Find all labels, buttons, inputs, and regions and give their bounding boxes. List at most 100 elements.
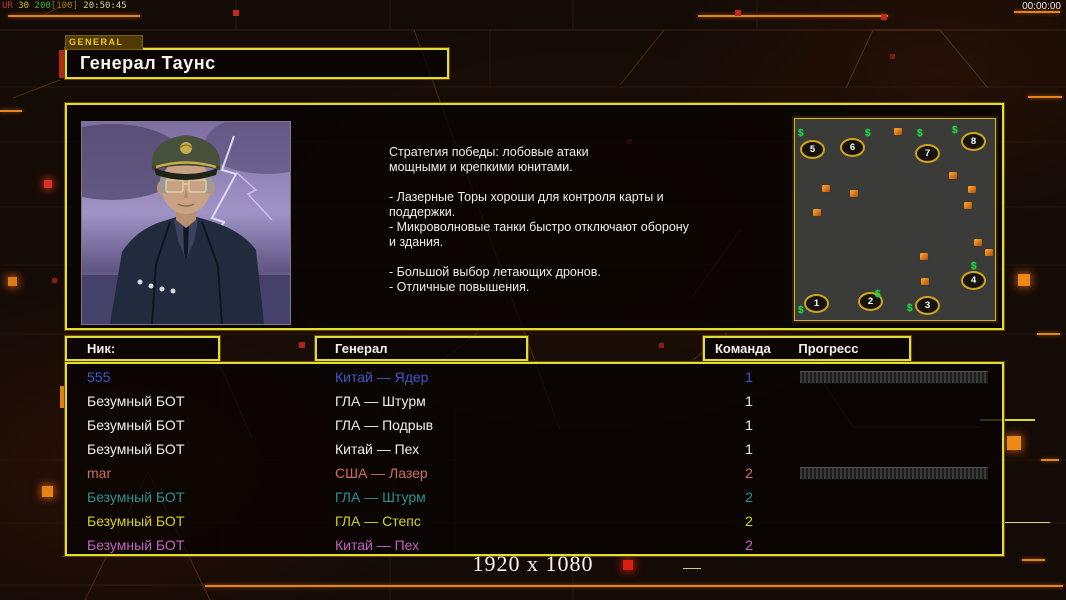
player-progress-bar bbox=[800, 467, 988, 480]
accent-line bbox=[683, 568, 701, 569]
deco-square bbox=[8, 277, 17, 286]
debug-segment: [100] bbox=[50, 1, 78, 11]
player-general: ГЛА — Степс bbox=[335, 513, 421, 529]
player-progress-bar bbox=[800, 371, 988, 384]
player-nick: Безумный БОТ bbox=[87, 513, 185, 529]
debug-overlay: UR 30 200[100] 20:50:45 bbox=[2, 1, 127, 11]
player-general: Китай — Ядер bbox=[335, 369, 429, 385]
player-general: Китай — Пех bbox=[335, 441, 420, 457]
accent-line bbox=[1003, 522, 1050, 523]
map-start-position: 4 bbox=[961, 271, 986, 290]
map-preview: 1 2 3 4 5 6 7 8 $ $ $ $ $ $ $ $ bbox=[794, 118, 996, 321]
player-team: 1 bbox=[745, 369, 753, 385]
map-tech-building bbox=[974, 239, 982, 246]
deco-square bbox=[890, 54, 895, 59]
map-supply-marker: $ bbox=[917, 128, 923, 139]
deco-square bbox=[735, 10, 741, 16]
map-supply-marker: $ bbox=[798, 128, 804, 139]
player-nick: Безумный БОТ bbox=[87, 537, 185, 553]
accent-line bbox=[205, 585, 1063, 587]
map-tech-building bbox=[985, 249, 993, 256]
accent-line bbox=[980, 419, 1035, 421]
debug-segment: 30 bbox=[12, 1, 30, 11]
player-row[interactable]: Безумный БОТ Китай — Пех 1 bbox=[67, 437, 1002, 461]
map-supply-marker: $ bbox=[952, 125, 958, 136]
general-tab: GENERAL bbox=[65, 35, 143, 50]
match-timer: 00:00:00 bbox=[1022, 1, 1061, 12]
player-general: ГЛА — Штурм bbox=[335, 489, 426, 505]
map-tech-building bbox=[813, 209, 821, 216]
player-nick: Безумный БОТ bbox=[87, 417, 185, 433]
header-team-label: Команда bbox=[715, 341, 771, 356]
debug-segment: 20:50:45 bbox=[77, 1, 127, 11]
map-tech-building bbox=[850, 190, 858, 197]
player-team: 1 bbox=[745, 393, 753, 409]
deco-square bbox=[659, 343, 664, 348]
general-info-panel: Стратегия победы: лобовые атаки мощными … bbox=[65, 103, 1004, 330]
player-team: 2 bbox=[745, 465, 753, 481]
player-nick: Безумный БОТ bbox=[87, 393, 185, 409]
debug-segment: 200 bbox=[29, 1, 51, 11]
map-start-position: 6 bbox=[840, 138, 865, 157]
strategy-text: Стратегия победы: лобовые атаки мощными … bbox=[389, 145, 734, 310]
deco-square bbox=[623, 560, 633, 570]
players-table: 555 Китай — Ядер 1 Безумный БОТ ГЛА — Штурм 1… bbox=[65, 362, 1004, 556]
accent-line bbox=[0, 110, 22, 112]
map-tech-building bbox=[968, 186, 976, 193]
deco-square bbox=[233, 10, 239, 16]
player-row[interactable]: 555 Китай — Ядер 1 bbox=[67, 365, 1002, 389]
map-tech-building bbox=[920, 253, 928, 260]
map-start-position: 7 bbox=[915, 144, 940, 163]
deco-square bbox=[881, 14, 887, 20]
header-nick-box: Ник: bbox=[65, 336, 220, 361]
deco-bar bbox=[59, 50, 64, 78]
player-row[interactable]: mar США — Лазер 2 bbox=[67, 461, 1002, 485]
map-supply-marker: $ bbox=[875, 289, 881, 300]
strategy-paragraph: - Лазерные Торы хороши для контроля карт… bbox=[389, 190, 689, 249]
accent-line bbox=[1014, 11, 1060, 13]
map-start-position: 2 bbox=[858, 292, 883, 311]
player-team: 1 bbox=[745, 441, 753, 457]
player-nick: Безумный БОТ bbox=[87, 441, 185, 457]
player-row[interactable]: Безумный БОТ ГЛА — Подрыв 1 bbox=[67, 413, 1002, 437]
player-general: США — Лазер bbox=[335, 465, 428, 481]
deco-square bbox=[1018, 274, 1030, 286]
map-supply-marker: $ bbox=[971, 261, 977, 272]
player-row[interactable]: Безумный БОТ Китай — Пех 2 bbox=[67, 533, 1002, 557]
map-tech-building bbox=[964, 202, 972, 209]
header-general-box: Генерал bbox=[315, 336, 528, 361]
player-general: ГЛА — Подрыв bbox=[335, 417, 434, 433]
deco-square bbox=[44, 180, 52, 188]
strategy-paragraph: Стратегия победы: лобовые атаки мощными … bbox=[389, 145, 589, 174]
general-portrait bbox=[81, 121, 291, 325]
map-tech-building bbox=[949, 172, 957, 179]
resolution-label: 1920 x 1080 bbox=[472, 551, 594, 576]
player-team: 2 bbox=[745, 489, 753, 505]
accent-line bbox=[1028, 96, 1062, 98]
header-team-progress-box: Команда Прогресс bbox=[703, 336, 911, 361]
accent-line bbox=[63, 556, 1003, 557]
header-general-label: Генерал bbox=[335, 341, 388, 356]
map-tech-building bbox=[822, 185, 830, 192]
deco-square bbox=[1007, 436, 1021, 450]
map-start-position: 5 bbox=[800, 140, 825, 159]
deco-square bbox=[299, 342, 305, 348]
general-name-box: Генерал Таунс bbox=[65, 48, 449, 79]
accent-line bbox=[1041, 459, 1059, 461]
player-row[interactable]: Безумный БОТ ГЛА — Степс 2 bbox=[67, 509, 1002, 533]
player-general: Китай — Пех bbox=[335, 537, 420, 553]
player-general: ГЛА — Штурм bbox=[335, 393, 426, 409]
header-nick-label: Ник: bbox=[87, 341, 116, 356]
map-start-position: 1 bbox=[804, 294, 829, 313]
map-tech-building bbox=[921, 278, 929, 285]
map-tech-building bbox=[894, 128, 902, 135]
player-nick: 555 bbox=[87, 369, 111, 385]
player-row[interactable]: Безумный БОТ ГЛА — Штурм 2 bbox=[67, 485, 1002, 509]
player-nick: Безумный БОТ bbox=[87, 489, 185, 505]
strategy-paragraph: - Большой выбор летающих дронов. - Отлич… bbox=[389, 265, 601, 294]
general-name: Генерал Таунс bbox=[80, 53, 216, 73]
portrait-art bbox=[82, 122, 290, 324]
player-nick: mar bbox=[87, 465, 112, 481]
player-row[interactable]: Безумный БОТ ГЛА — Штурм 1 bbox=[67, 389, 1002, 413]
deco-bar bbox=[60, 386, 66, 408]
